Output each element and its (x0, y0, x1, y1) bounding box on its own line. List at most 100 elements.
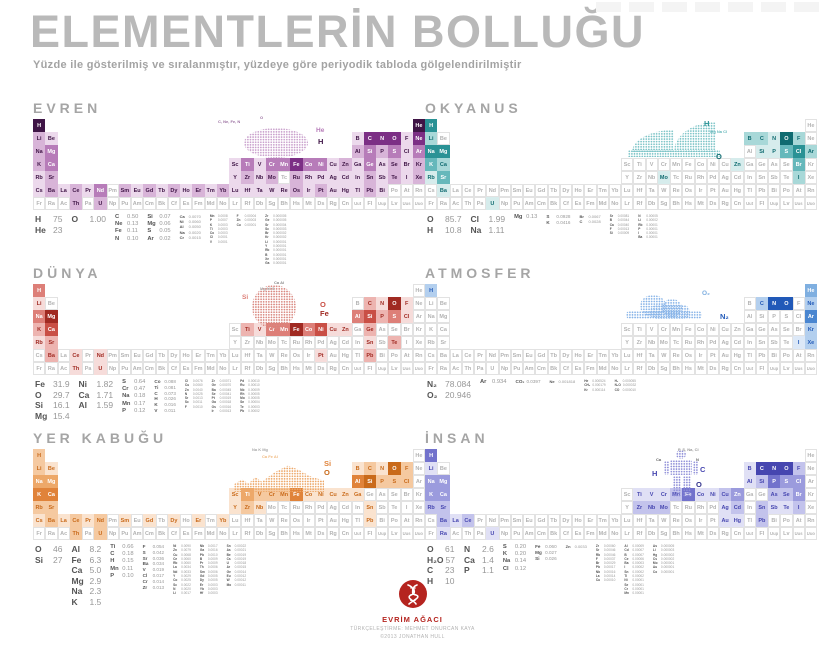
element-percentage: 0.0060 (188, 219, 201, 225)
element-cell-Rb: Rb (425, 336, 438, 349)
element-percentage: 0.0090 (181, 544, 191, 548)
element-symbol: CO (614, 387, 620, 392)
element-cell-Cf: Cf (167, 527, 180, 540)
element-symbol: Mn (624, 591, 629, 596)
element-cell-Cr: Cr (265, 158, 278, 171)
abundance-entry: Mg 0.13 (514, 214, 537, 221)
element-cell-Gd: Gd (535, 349, 548, 362)
abundance-entry: Cu 0.00010 (596, 578, 616, 582)
element-cell-Au: Au (719, 349, 732, 362)
element-symbol: Sc (184, 400, 189, 405)
element-cell-Sn: Sn (755, 171, 768, 184)
abundance-entry: Ce 0.0060 (173, 557, 191, 561)
element-percentage: 0.0003 (217, 231, 228, 236)
element-symbol: F (184, 404, 187, 409)
element-cell-Co: Co (694, 488, 707, 501)
abundance-column: O 61 H₂O 57 C 23 H 10 (427, 544, 455, 586)
element-cell-Rb: Rb (33, 171, 46, 184)
element-cell-Cm: Cm (535, 197, 548, 210)
element-percentage: 0.20 (514, 551, 527, 558)
element-cell-U: U (94, 197, 107, 210)
element-cell-Uut: Uut (351, 362, 364, 375)
element-cell-At: At (400, 349, 413, 362)
element-percentage: 0.000179 (592, 383, 606, 388)
illustration-label: Mg Na Cl (710, 129, 728, 134)
element-cell-Ta: Ta (253, 514, 266, 527)
abundance-entry: S 0.05 (147, 228, 170, 235)
element-cell-Rb: Rb (425, 501, 438, 514)
abundance-entry: Co 0.0025 (173, 578, 191, 582)
element-cell-Cs: Cs (425, 349, 438, 362)
element-cell-Sr: Sr (45, 171, 58, 184)
abundance-list-dunya: Fe 31.9 O 29.7 Si 16.1 Mg 15.4 Ni 1.82 Ca 1.71 Al 1.5… (35, 379, 260, 421)
abundance-entry: Pd 0.00010 (240, 379, 260, 383)
abundance-column: Ar 0.934 (480, 379, 507, 386)
element-cell-Cd: Cd (339, 171, 352, 184)
abundance-entry: H 10.8 (427, 225, 462, 236)
element-percentage: 0.00001 (632, 582, 644, 587)
abundance-entry: Ge 0.00070 (212, 383, 232, 387)
element-cell-Yb: Yb (608, 514, 621, 527)
abundance-entry: Pt 0.00019 (212, 396, 232, 400)
element-cell-Ir: Ir (302, 184, 315, 197)
abundance-column: Cl 1.99 Na 1.11 (471, 214, 506, 235)
element-cell-O: O (388, 132, 401, 145)
element-cell-Hs: Hs (290, 527, 303, 540)
element-symbol: Kr (265, 235, 269, 240)
element-cell-Uus: Uus (400, 362, 413, 375)
element-cell-Ce: Ce (69, 514, 82, 527)
element-cell-Rf: Rf (241, 362, 254, 375)
element-cell-Sg: Sg (657, 527, 670, 540)
abundance-entry: Na 0.18 (122, 393, 145, 400)
abundance-entry: Ti 0.081 (154, 385, 176, 391)
element-cell-Pr: Pr (474, 514, 487, 527)
element-cell-Cl: Cl (792, 310, 805, 323)
abundance-entry: K 0.20 (503, 551, 526, 558)
element-cell-Np: Np (106, 362, 119, 375)
element-percentage: 0.000114 (592, 387, 606, 392)
mountains-illustration: Na K Mg Ca Fe Al Si O (218, 448, 358, 498)
element-cell-Pt: Pt (314, 184, 327, 197)
element-cell-Nb: Nb (253, 171, 266, 184)
element-symbol: Ti (110, 544, 116, 550)
element-cell-Ce: Ce (461, 349, 474, 362)
abundance-entry: Be 0.00019 (227, 553, 247, 557)
abundance-entry: Mg 15.4 (35, 411, 70, 422)
abundance-column: Al 8.2 Fe 6.3 Ca 5.0 Mg 2.9 Na 2.3 K 1.5 (71, 544, 101, 607)
element-symbol: Dy (199, 578, 204, 583)
element-cell-Nd: Nd (486, 184, 499, 197)
element-cell-Ho: Ho (180, 514, 193, 527)
element-cell-Hf: Hf (633, 349, 646, 362)
element-cell-Al: Al (351, 475, 364, 488)
abundance-entry: Cr 0.47 (122, 386, 145, 393)
abundance-entry: Cu 0.0068 (173, 553, 191, 557)
element-symbol: H (154, 396, 158, 402)
element-cell-Ti: Ti (241, 323, 254, 336)
element-percentage: 0.000005 (660, 544, 675, 548)
element-symbol: La (595, 574, 600, 579)
element-cell-Y: Y (229, 171, 242, 184)
element-percentage: 0.00001 (632, 586, 644, 591)
element-cell-Ge: Ge (363, 488, 376, 501)
abundance-entry: Sr 0.036 (143, 556, 165, 562)
element-cell-Br: Br (792, 323, 805, 336)
element-symbol: Ca (464, 554, 475, 565)
abundance-entry: Ca 0.00040 (610, 223, 630, 227)
abundance-entry: Rh 0.00005 (240, 392, 260, 396)
element-symbol: Zn (236, 218, 241, 223)
abundance-entry: Mn 0.11 (110, 566, 133, 573)
abundance-entry: V 0.019 (143, 567, 165, 573)
element-percentage: 31.9 (53, 379, 70, 389)
element-cell-Au: Au (327, 349, 340, 362)
abundance-entry: F 0.054 (143, 544, 165, 550)
abundance-entry: Ni 0.00001 (624, 578, 644, 582)
element-cell-Lu: Lu (621, 514, 634, 527)
element-cell-Po: Po (780, 184, 793, 197)
periodic-table-okyanus: H He Li Be B C N O F Ne Na Mg Al Si P S Cl Ar K Ca Sc Ti V Cr Mn… (425, 119, 817, 210)
element-cell-Er: Er (192, 184, 205, 197)
element-symbol: Li (652, 548, 656, 553)
illustration-label: H (704, 119, 710, 128)
element-cell-Db: Db (253, 527, 266, 540)
element-symbol: La (173, 565, 177, 570)
element-cell-Sm: Sm (510, 349, 523, 362)
